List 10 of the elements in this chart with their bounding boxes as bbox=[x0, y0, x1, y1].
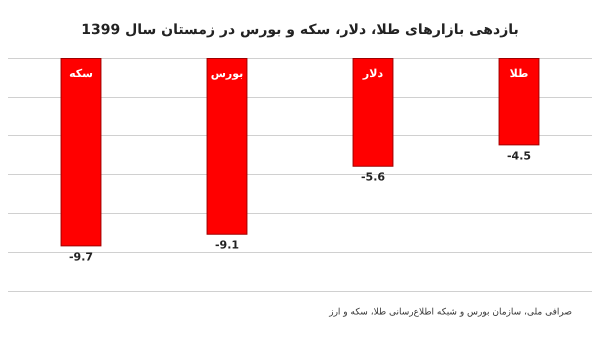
x-tick-label: سکه bbox=[69, 67, 93, 80]
data-label: -9.7 bbox=[68, 250, 94, 264]
x-tick-label: طلا bbox=[510, 67, 528, 80]
x-tick-label: دلار bbox=[362, 67, 384, 80]
chart-title: بازدهی بازارهای طلا، دلار، سکه و بورس در زمستان سال 1399 bbox=[81, 22, 519, 38]
text: صرافی ملی، سازمان بورس و شبکه اطلاع‌رسانی طلا، سکه و ارز bbox=[328, 308, 572, 318]
data-label: -5.6 bbox=[360, 170, 386, 184]
data-label: -9.1 bbox=[214, 238, 240, 252]
x-tick-label: بورس bbox=[210, 67, 244, 80]
data-label: -4.5 bbox=[506, 149, 532, 162]
